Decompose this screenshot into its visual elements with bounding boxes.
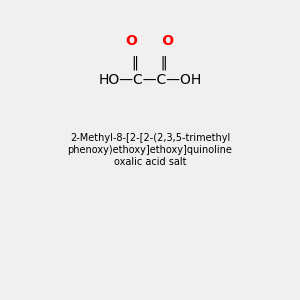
Text: ‖     ‖: ‖ ‖ [132, 55, 168, 70]
Text: O     O: O O [126, 34, 174, 48]
Text: HO—C—C—OH: HO—C—C—OH [98, 73, 202, 87]
Text: 2-Methyl-8-[2-[2-(2,3,5-trimethyl
phenoxy)ethoxy]ethoxy]quinoline
oxalic acid sa: 2-Methyl-8-[2-[2-(2,3,5-trimethyl phenox… [68, 134, 232, 166]
